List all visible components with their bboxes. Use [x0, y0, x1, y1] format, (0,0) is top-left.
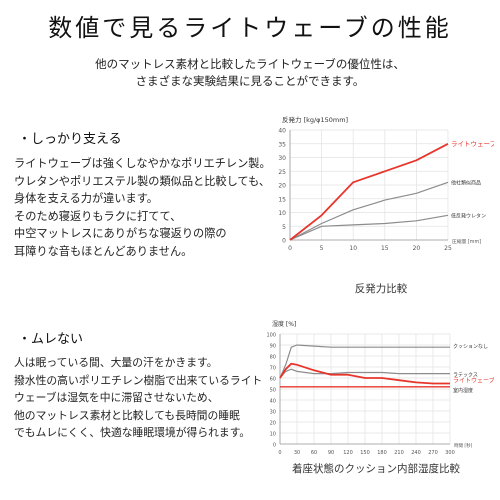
y-tick-label: 50	[270, 388, 276, 394]
section-body-support: ライトウェーブは強くしなやかなポリエチレン製。 ウレタンやポリエステル製の類似品…	[14, 157, 271, 258]
intro-line: 他のマットレス素材と比較したライトウェーブの優位性は、	[95, 57, 405, 71]
y-tick-label: 40	[270, 399, 276, 405]
series-line-ライトウェーブ	[289, 143, 449, 241]
intro-line: さまざまな実験結果に見ることができます。	[135, 74, 365, 88]
x-tick-label: 30	[294, 450, 300, 456]
y-tick-label: 10	[278, 210, 286, 217]
y-tick-label: 30	[278, 155, 286, 162]
y-axis-label: 反発力 [kg/φ150mm]	[282, 115, 348, 124]
x-tick-label: 270	[428, 450, 438, 456]
y-tick-label: 0	[273, 443, 276, 449]
y-tick-label: 35	[278, 141, 286, 148]
y-tick-label: 90	[270, 344, 276, 350]
y-tick-label: 60	[270, 377, 276, 383]
series-label: 低反発ウレタン	[451, 212, 486, 219]
series-line-他社類似商品	[289, 181, 449, 241]
x-tick-label: 60	[311, 450, 317, 456]
series-label: 他社類似商品	[451, 179, 481, 186]
series-label: ライトウェーブ	[451, 139, 494, 148]
humidity-chart: 湿度 [%] 0 10 20 30 40 50 60 70 80 90 100 0 30 60 90 120 15…	[266, 320, 494, 456]
x-axis-unit: 圧縮量 [mm]	[452, 238, 481, 245]
x-axis-unit: 時間 [秒]	[454, 442, 473, 449]
series-line-クッションなし	[279, 344, 450, 379]
y-tick-label: 100	[266, 333, 276, 339]
repulsion-chart: 反発力 [kg/φ150mm] 0 5 10 15 20 25 30 35 40 0 5 10 15 20 2…	[278, 115, 494, 252]
y-tick-label: 20	[278, 183, 286, 190]
y-tick-label: 70	[270, 366, 276, 372]
y-tick-label: 40	[278, 128, 286, 135]
series-label: ラテックス	[453, 373, 478, 379]
repulsion-chart-caption: 反発力比較	[354, 283, 408, 295]
section-heading-breathable: ・ムレない	[18, 332, 84, 347]
y-tick-label: 10	[270, 432, 276, 438]
x-tick-label: 0	[278, 450, 281, 456]
series-line-ラテックス	[279, 368, 450, 379]
x-tick-label: 180	[377, 450, 387, 456]
series-label: クッションなし	[453, 343, 488, 350]
x-tick-label: 120	[343, 450, 353, 456]
x-tick-label: 15	[381, 245, 389, 252]
x-tick-label: 5	[320, 245, 324, 252]
x-tick-label: 300	[445, 450, 455, 456]
section-body-breathable: 人は眠っている間、大量の汗をかきます。 撥水性の高いポリエチレン樹脂で出来ている…	[14, 356, 263, 440]
page-title: 数値で見るライトウェーブの性能	[48, 14, 452, 42]
y-tick-label: 20	[270, 421, 276, 427]
y-tick-label: 5	[282, 224, 286, 231]
section-heading-support: ・しっかり支える	[18, 132, 122, 147]
series-label: ライトウェーブ	[453, 377, 494, 385]
humidity-chart-caption: 着座状態のクッション内部湿度比較	[292, 463, 460, 475]
x-tick-label: 20	[413, 245, 421, 252]
x-tick-label: 0	[288, 245, 292, 252]
y-tick-label: 25	[278, 169, 286, 176]
series-line-低反発ウレタン	[289, 214, 449, 241]
x-tick-label: 10	[349, 245, 357, 252]
x-tick-label: 150	[360, 450, 370, 456]
series-label: 室内湿度	[453, 387, 473, 394]
y-tick-label: 30	[270, 410, 276, 416]
series-line-ライトウェーブ	[279, 362, 450, 385]
y-axis-label: 湿度 [%]	[272, 320, 296, 328]
x-tick-label: 240	[411, 450, 421, 456]
intro-text: 他のマットレス素材と比較したライトウェーブの優位性は、 さまざまな実験結果に見る…	[70, 56, 430, 90]
x-tick-label: 210	[394, 450, 404, 456]
x-tick-label: 25	[444, 245, 452, 252]
y-tick-label: 15	[278, 196, 286, 203]
x-tick-label: 90	[328, 450, 334, 456]
y-tick-label: 0	[282, 238, 286, 245]
y-tick-label: 80	[270, 355, 276, 361]
